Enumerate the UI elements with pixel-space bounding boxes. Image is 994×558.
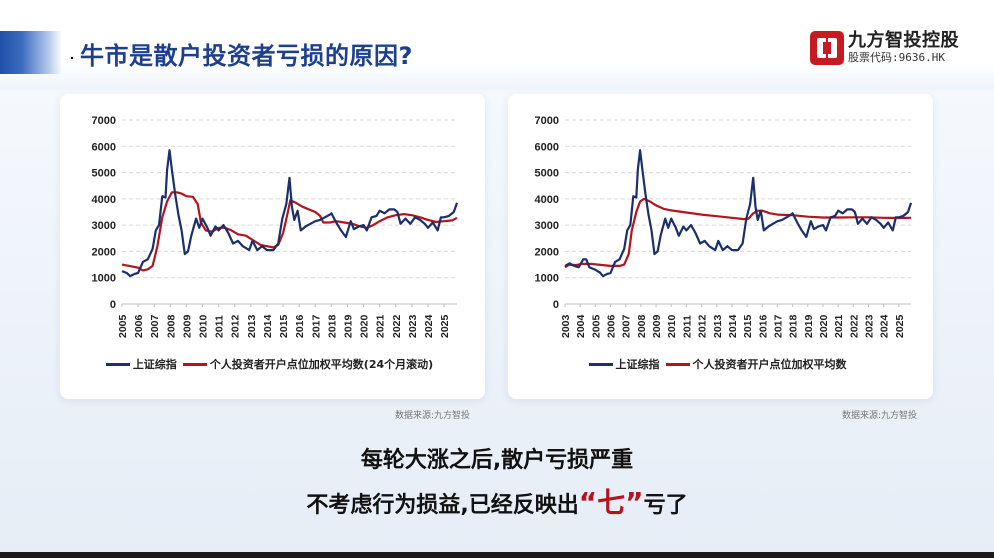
line-chart-rolling-24m: 0 1000 2000 3000 4000 5000 6000 7000 2005 2006 200… bbox=[92, 115, 459, 338]
x-tick-label: 2018 bbox=[326, 314, 338, 338]
legend-label: 上证综指 bbox=[132, 358, 177, 371]
title-bullet bbox=[71, 57, 73, 59]
x-tick-label: 2010 bbox=[666, 314, 678, 338]
x-tick-label: 2023 bbox=[407, 314, 419, 338]
x-tick-label: 2004 bbox=[575, 314, 587, 338]
x-tick-label: 2015 bbox=[742, 314, 754, 338]
data-source-left: 数据来源:九方智投 bbox=[395, 411, 471, 421]
x-tick-label: 2007 bbox=[149, 314, 161, 338]
conclusion-highlight: “七” bbox=[578, 486, 644, 519]
chart-card-rolling-24m: 0 1000 2000 3000 4000 5000 6000 7000 2005 2006 200… bbox=[60, 94, 485, 399]
x-tick-label: 2021 bbox=[833, 314, 845, 338]
legend-item: 上证综指 bbox=[105, 356, 177, 372]
conclusion-line-2: 不考虑行为损益,已经反映出“七”亏了 bbox=[0, 481, 994, 521]
y-tick-label: 3000 bbox=[92, 220, 116, 232]
logo-name: 九方智投控股 bbox=[848, 30, 959, 51]
y-tick-label: 7000 bbox=[92, 115, 116, 127]
x-tick-label: 2019 bbox=[342, 314, 354, 338]
x-tick-label: 2005 bbox=[590, 314, 602, 338]
legend-item: 个人投资者开户点位加权平均数 bbox=[665, 356, 847, 372]
y-tick-label: 6000 bbox=[92, 141, 116, 153]
x-tick-label: 2016 bbox=[757, 314, 769, 338]
x-tick-label: 2007 bbox=[621, 314, 633, 338]
conclusion-prefix: 不考虑行为损益,已经反映出 bbox=[306, 493, 579, 518]
series-line bbox=[121, 191, 458, 272]
x-tick-label: 2013 bbox=[712, 314, 724, 338]
x-tick-label: 2018 bbox=[788, 314, 800, 338]
legend-label: 个人投资者开户点位加权平均数 bbox=[692, 358, 847, 371]
legend-swatch-icon bbox=[588, 362, 613, 366]
x-tick-label: 2008 bbox=[636, 314, 648, 338]
logo-icon bbox=[810, 31, 844, 65]
x-tick-label: 2014 bbox=[727, 314, 739, 338]
x-tick-label: 2006 bbox=[133, 314, 145, 338]
legend-swatch-icon bbox=[105, 362, 130, 366]
x-tick-label: 2021 bbox=[375, 314, 387, 338]
x-tick-label: 2020 bbox=[359, 314, 371, 338]
x-tick-label: 2012 bbox=[230, 314, 242, 338]
x-tick-label: 2023 bbox=[864, 314, 876, 338]
x-tick-label: 2003 bbox=[560, 314, 572, 338]
chart-legend: 上证综指 个人投资者开户点位加权平均数(24个月滚动) bbox=[60, 356, 485, 372]
y-tick-label: 2000 bbox=[535, 246, 559, 258]
legend-swatch-icon bbox=[665, 362, 690, 366]
stock-code: 股票代码:9636.HK bbox=[848, 51, 945, 64]
series-line bbox=[121, 149, 459, 278]
y-tick-label: 6000 bbox=[535, 141, 559, 153]
y-tick-label: 5000 bbox=[92, 168, 116, 180]
x-tick-label: 2015 bbox=[278, 314, 290, 338]
y-tick-label: 2000 bbox=[92, 246, 116, 258]
bottom-bar bbox=[0, 552, 994, 558]
conclusion-line-1: 每轮大涨之后,散户亏损严重 bbox=[360, 448, 634, 473]
x-tick-label: 2009 bbox=[181, 314, 193, 338]
series-line bbox=[564, 149, 913, 278]
y-tick-label: 4000 bbox=[92, 194, 116, 206]
x-tick-label: 2008 bbox=[165, 314, 177, 338]
x-tick-label: 2024 bbox=[879, 314, 891, 338]
data-source-right: 数据来源:九方智投 bbox=[842, 411, 918, 421]
legend-label: 上证综指 bbox=[615, 358, 660, 371]
legend-swatch-icon bbox=[182, 362, 207, 366]
legend-label: 个人投资者开户点位加权平均数(24个月滚动) bbox=[209, 358, 434, 371]
y-tick-label: 4000 bbox=[535, 194, 559, 206]
brand-logo: 九方智投控股 股票代码:9636.HK bbox=[810, 30, 959, 66]
x-tick-label: 2022 bbox=[391, 314, 403, 338]
y-tick-label: 0 bbox=[553, 299, 559, 311]
legend-item: 上证综指 bbox=[588, 356, 660, 372]
x-tick-label: 2017 bbox=[310, 314, 322, 338]
x-tick-label: 2020 bbox=[818, 314, 830, 338]
y-tick-label: 7000 bbox=[535, 115, 559, 127]
x-tick-label: 2017 bbox=[772, 314, 784, 338]
x-tick-label: 2006 bbox=[606, 314, 618, 338]
x-tick-label: 2022 bbox=[848, 314, 860, 338]
title-accent-bar bbox=[0, 31, 62, 74]
page-title: 牛市是散户投资者亏损的原因? bbox=[80, 42, 413, 70]
x-tick-label: 2016 bbox=[294, 314, 306, 338]
x-tick-label: 2005 bbox=[117, 314, 129, 338]
y-tick-label: 0 bbox=[110, 299, 116, 311]
chart-card-cumulative: 0 1000 2000 3000 4000 5000 6000 7000 2003 2004 200… bbox=[508, 94, 933, 399]
y-tick-label: 5000 bbox=[535, 168, 559, 180]
legend-item: 个人投资者开户点位加权平均数(24个月滚动) bbox=[182, 356, 434, 372]
x-tick-label: 2025 bbox=[439, 314, 451, 338]
x-tick-label: 2011 bbox=[681, 315, 693, 338]
x-tick-label: 2019 bbox=[803, 314, 815, 338]
y-tick-label: 1000 bbox=[535, 273, 559, 285]
conclusion-suffix: 亏了 bbox=[643, 493, 688, 518]
x-tick-label: 2011 bbox=[214, 315, 226, 338]
x-tick-label: 2025 bbox=[894, 314, 906, 338]
x-tick-label: 2009 bbox=[651, 314, 663, 338]
chart-legend: 上证综指 个人投资者开户点位加权平均数 bbox=[508, 356, 933, 372]
series-line bbox=[564, 197, 912, 269]
x-tick-label: 2024 bbox=[423, 314, 435, 338]
x-tick-label: 2010 bbox=[198, 314, 210, 338]
x-tick-label: 2014 bbox=[262, 314, 274, 338]
y-tick-label: 1000 bbox=[92, 273, 116, 285]
x-tick-label: 2012 bbox=[697, 314, 709, 338]
x-tick-label: 2013 bbox=[246, 314, 258, 338]
y-tick-label: 3000 bbox=[535, 220, 559, 232]
